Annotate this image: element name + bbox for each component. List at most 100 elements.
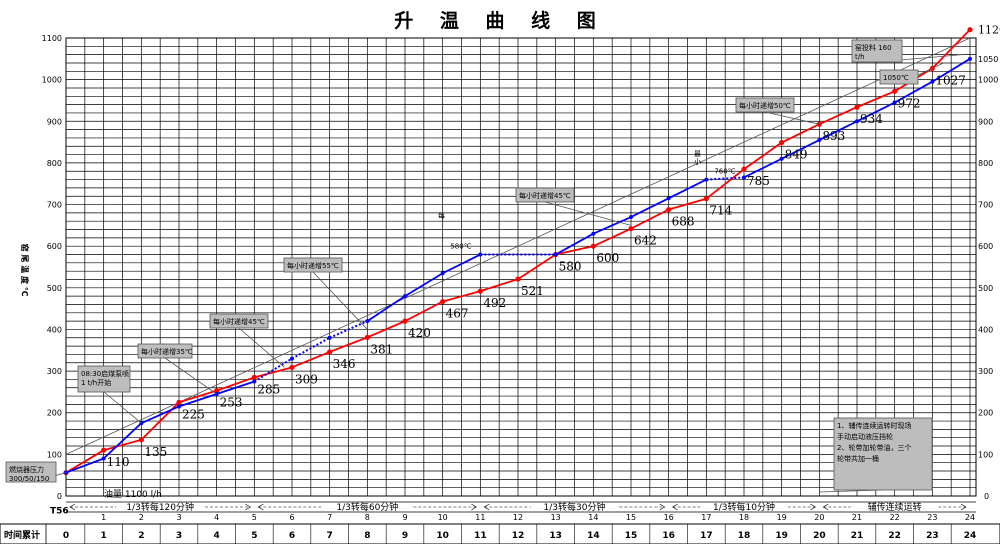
time-row-frame: [0, 523, 1000, 544]
series-1-segment: [442, 253, 481, 275]
time-row-cell: 15: [625, 531, 638, 541]
stage-arrow-right: [659, 503, 666, 511]
series-1-point: [252, 379, 257, 384]
y-tick-left: 500: [47, 284, 62, 293]
y-tick-right: 500: [978, 284, 993, 293]
y-tick-left: 800: [47, 159, 62, 168]
series-0-segment: [291, 351, 331, 369]
note-text: 每小时递增50℃: [739, 101, 791, 110]
series-1-point: [327, 335, 332, 340]
series-0-point: [138, 437, 144, 443]
series-1-point: [290, 356, 294, 361]
time-row-cell: 3: [176, 531, 182, 541]
stage-label-bg: [850, 503, 939, 511]
x-tick: 22: [890, 513, 900, 522]
series-1-point: [365, 319, 370, 324]
series-0-segment: [668, 197, 707, 211]
data-label: 110: [107, 455, 130, 469]
series-0-point: [101, 447, 107, 453]
note-1050: 1050℃: [879, 62, 944, 85]
time-row-cell: 4: [214, 531, 220, 541]
y-tick-left: 100: [47, 450, 62, 459]
time-row-cell: 1: [101, 531, 107, 541]
stage-label-bg: [530, 503, 619, 511]
series-0-segment: [555, 245, 594, 256]
series-1-segment: [291, 336, 331, 360]
time-row-cell: 12: [512, 531, 525, 541]
time-row-cell: 10: [436, 531, 449, 541]
point-note-580: 580℃: [450, 243, 471, 251]
series-1-point: [440, 271, 445, 276]
x-tick: 9: [402, 513, 407, 522]
note-rate-45-a: 每小时递增45℃: [209, 313, 285, 368]
series-1-segment: [253, 357, 293, 383]
series-1-point: [591, 231, 596, 236]
series-1-segment: [668, 178, 707, 200]
x-tick: 12: [513, 513, 523, 522]
time-row-cell: 24: [964, 531, 977, 541]
time-row-cell: 19: [775, 531, 788, 541]
series-0-segment: [856, 90, 896, 108]
series-0-segment: [781, 123, 820, 144]
series-0-segment: [517, 253, 557, 280]
x-tick: 4: [214, 513, 219, 522]
series-0-segment: [705, 168, 745, 200]
note-text: 轮带共加一桶: [837, 454, 879, 463]
y-tick-right: 300: [978, 367, 993, 376]
stage-label: 1/3转每120分钟: [126, 501, 194, 513]
series-1-point: [779, 156, 784, 161]
series-1-point: [968, 56, 972, 61]
series-0-segment: [366, 320, 406, 339]
series-0-segment: [216, 376, 255, 392]
x-tick: 3: [176, 513, 181, 522]
reference-line: [65, 37, 971, 455]
data-labels: 110 135 225 253 285 309 346 381 420 467 492 521 580 6…: [50, 73, 966, 516]
series-0-segment: [254, 366, 293, 379]
series-1-segment: [743, 157, 783, 179]
grid: [65, 37, 977, 497]
y-tick-right: 700: [978, 201, 993, 210]
data-label: 600: [596, 251, 619, 265]
series-0-point: [892, 88, 898, 94]
note-text: 每小时递增55℃: [287, 261, 339, 270]
data-label: 1027: [935, 73, 966, 87]
note-pointer: [764, 111, 820, 125]
data-label: 309: [295, 372, 318, 386]
series-0-point: [327, 349, 333, 355]
series-1-point: [855, 119, 859, 124]
reference-diagonal: [65, 37, 971, 455]
series-1-point: [478, 252, 483, 257]
series-1-segment: [103, 422, 142, 460]
data-label: 420: [408, 326, 431, 340]
y-tick-left: 600: [47, 242, 62, 251]
series-0-point: [251, 374, 257, 380]
y-tick-left: 300: [47, 367, 62, 376]
note-text: 每小时递增45℃: [213, 317, 265, 326]
data-label: 580: [559, 260, 582, 274]
x-tick: 24: [965, 513, 975, 522]
data-label: 934: [860, 112, 883, 126]
series-1-segment: [555, 232, 594, 256]
x-tick: 17: [701, 513, 711, 522]
time-row-cell: 23: [926, 531, 939, 541]
stray-mark: 每: [438, 211, 445, 220]
x-tick: 18: [739, 513, 749, 522]
time-row-cell: 6: [289, 531, 295, 541]
data-label: 642: [634, 234, 657, 248]
y-ticks-right: 0 100 200 300 400 500 600 700 800 900 1000 1050 1120: [978, 24, 1000, 501]
time-row-cell: 13: [549, 531, 562, 541]
series-0-point: [779, 139, 785, 146]
y-tick-left: 700: [47, 201, 62, 210]
data-label: 492: [483, 296, 506, 310]
series-0-point: [214, 388, 220, 394]
stray-mark: 最: [694, 150, 701, 158]
series-0-point: [666, 206, 672, 213]
stray-mark: 小: [694, 157, 701, 166]
data-label: 285: [257, 382, 280, 396]
note-box: [77, 365, 131, 393]
series-1-point: [403, 294, 407, 299]
x-tick: 23: [927, 513, 937, 522]
